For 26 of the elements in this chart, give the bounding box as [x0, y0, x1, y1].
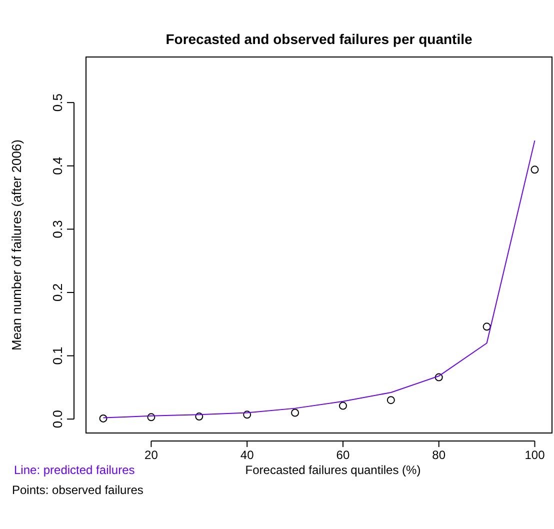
x-axis-title: Forecasted failures quantiles (%) — [245, 463, 421, 477]
x-tick-label: 100 — [524, 448, 546, 462]
y-tick-label: 0.2 — [50, 283, 65, 302]
x-tick-label: 80 — [432, 448, 446, 462]
y-tick-label: 0.4 — [50, 156, 65, 175]
x-tick-label: 40 — [240, 448, 254, 462]
point — [147, 413, 156, 422]
point — [99, 414, 108, 422]
point — [530, 166, 539, 174]
point — [195, 412, 204, 421]
y-tick-label: 0.1 — [50, 346, 65, 365]
y-axis-title: Mean number of failures (after 2006) — [9, 140, 24, 350]
point — [434, 373, 443, 382]
text: Points: observed failures — [12, 483, 144, 497]
point — [243, 410, 252, 419]
y-tick-label: 0.5 — [50, 94, 65, 112]
x-tick-label: 60 — [336, 448, 350, 462]
y-tick-label: 0.0 — [50, 410, 65, 428]
y-tick-label: 0.3 — [50, 220, 65, 238]
point — [386, 396, 395, 404]
chart-title: Forecasted and observed failures per quantile — [166, 31, 472, 47]
point — [482, 322, 491, 331]
text: Line: predicted failures — [14, 463, 135, 477]
x-tick-label: 20 — [144, 448, 158, 462]
point — [291, 408, 300, 417]
point — [338, 402, 347, 410]
